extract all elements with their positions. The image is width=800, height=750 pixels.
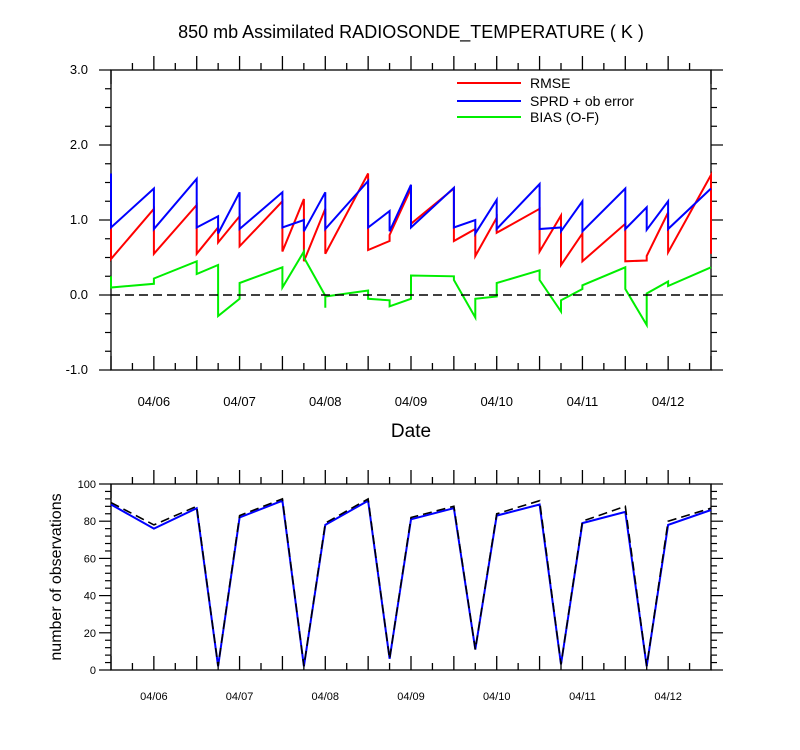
- x-tick-label: 04/08: [312, 691, 340, 703]
- y-tick-label: 1.0: [70, 212, 88, 227]
- x-axis-label: Date: [391, 421, 431, 442]
- series-line-bias-o-f: [110, 247, 712, 329]
- top-panel: 04/06 04/07 04/08 04/09 04/10 04/11 04/12 -1.0 0…: [66, 56, 723, 409]
- y-tick-label: 60: [84, 553, 96, 565]
- series-line-possible: [110, 497, 712, 667]
- y-axis-label: number of observations: [48, 493, 65, 660]
- x-tick-label: 04/07: [223, 394, 256, 409]
- y-tick-label: 0.0: [70, 287, 88, 302]
- x-tick-label: 04/09: [397, 691, 425, 703]
- y-tick-label: 80: [84, 516, 96, 528]
- series-line-sprd-ob-error: [110, 173, 712, 237]
- x-tick-label: 04/09: [395, 394, 428, 409]
- x-tick-label: 04/11: [569, 691, 596, 703]
- legend-label-bias: BIAS (O-F): [530, 109, 599, 125]
- x-tick-label: 04/06: [140, 691, 168, 703]
- x-tick-label: 04/11: [567, 394, 599, 409]
- legend: RMSE SPRD + ob error BIAS (O-F): [457, 75, 634, 125]
- x-tick-label: 04/12: [652, 394, 685, 409]
- y-tick-label: -1.0: [66, 362, 88, 377]
- y-tick-label: 0: [90, 665, 96, 677]
- y-tick-label: 40: [84, 591, 96, 603]
- x-tick-label: 04/06: [138, 394, 171, 409]
- bottom-panel: 04/06 04/07 04/08 04/09 04/10 04/11 04/12 0 20 40…: [78, 470, 723, 703]
- y-tick-label: 3.0: [70, 62, 88, 77]
- legend-label-sprd: SPRD + ob error: [530, 93, 634, 109]
- legend-label-rmse: RMSE: [530, 75, 570, 91]
- x-tick-label: 04/12: [654, 691, 682, 703]
- x-tick-label: 04/07: [226, 691, 254, 703]
- y-tick-label: 2.0: [70, 137, 88, 152]
- x-tick-label: 04/10: [483, 691, 511, 703]
- x-tick-label: 04/10: [480, 394, 513, 409]
- plot-frame: [110, 483, 712, 671]
- y-tick-label: 20: [84, 628, 96, 640]
- x-tick-label: 04/08: [309, 394, 342, 409]
- series-line-assimilated: [110, 499, 712, 667]
- chart-title: 850 mb Assimilated RADIOSONDE_TEMPERATUR…: [178, 22, 644, 43]
- y-tick-label: 100: [78, 479, 96, 491]
